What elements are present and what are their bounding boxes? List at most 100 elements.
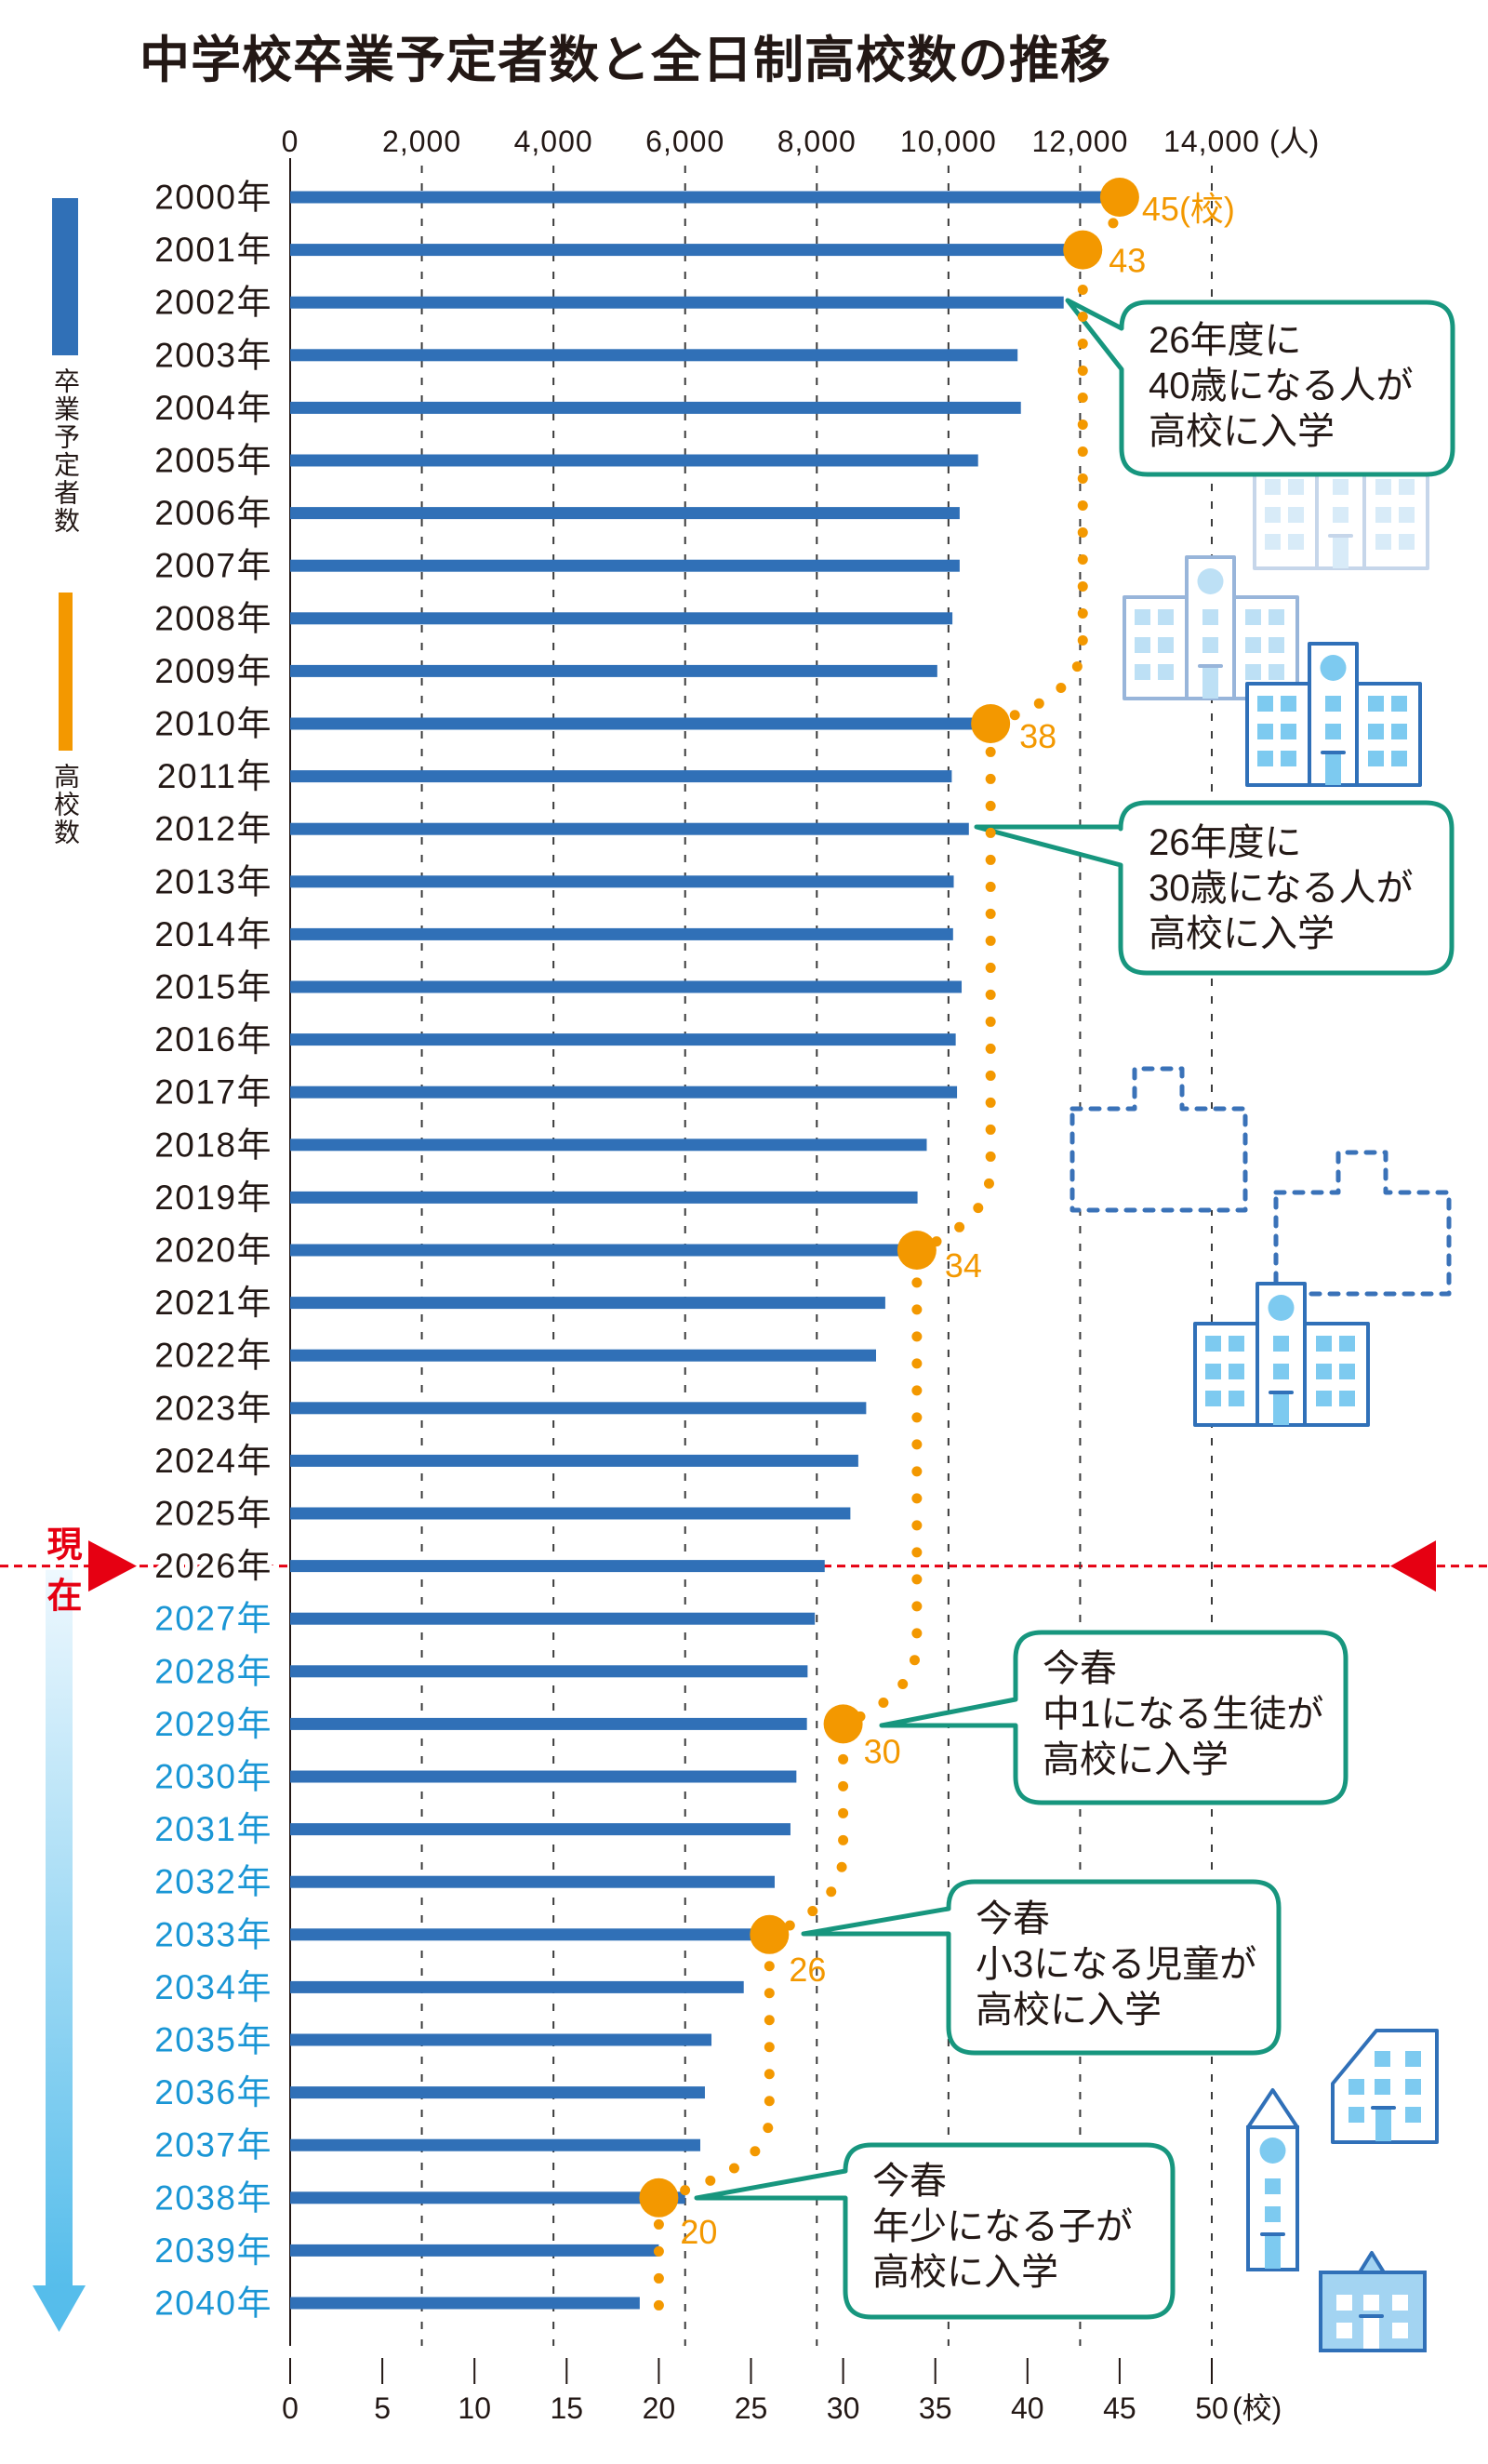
year-label: 2011年 <box>157 757 272 795</box>
graduates-bar <box>290 1402 867 1415</box>
building-window <box>1368 696 1384 712</box>
bottom-axis-tick-label: 10 <box>458 2391 491 2425</box>
future-arrow-head <box>33 2285 86 2332</box>
axes: 0 2,000 4,000 6,000 8,000 10,000 12,000 14,000 (… <box>282 125 1320 2425</box>
year-label: 2021年 <box>154 1284 272 1322</box>
school-count-label: 26 <box>789 1950 826 1988</box>
school-building-icon <box>1193 1282 1370 1427</box>
bottom-axis-tick-label: 25 <box>735 2391 768 2425</box>
school-building-icon <box>1123 555 1299 700</box>
school-count-label: 45(校) <box>1142 190 1235 228</box>
school-count-marker <box>639 2178 679 2218</box>
current-arrow-right-icon <box>1390 1540 1436 1592</box>
callout-box-junior-high-1 <box>879 1630 1348 1805</box>
building-window <box>1391 724 1407 739</box>
bottom-axis-tick-label: 35 <box>919 2391 952 2425</box>
building-door <box>1333 536 1348 568</box>
graduates-bar <box>290 454 978 467</box>
building-door <box>1273 1392 1289 1425</box>
year-label: 2014年 <box>154 915 272 953</box>
top-axis-tick-label: 2,000 <box>382 125 461 158</box>
chart-title: 中学校卒業予定者数と全日制高校数の推移 <box>140 33 1111 88</box>
year-label: 2020年 <box>154 1232 272 1270</box>
building-window <box>1245 637 1261 653</box>
callout-box-40-years <box>1065 298 1455 477</box>
year-label: 2015年 <box>154 968 272 1006</box>
office-window <box>1405 2051 1421 2067</box>
school-count-dotted-line <box>653 192 1125 2327</box>
graduates-bar <box>290 927 953 940</box>
year-label: 2039年 <box>154 2231 272 2270</box>
year-label: 2019年 <box>154 1179 272 1217</box>
school-count-value: 20 <box>680 2212 717 2250</box>
graduates-bar <box>290 1349 876 1362</box>
callout-line: 26年度に <box>1149 320 1302 361</box>
building-window <box>1245 609 1261 625</box>
graduates-bar <box>290 875 954 888</box>
callout-line: 30歳になる人が <box>1149 868 1414 909</box>
year-label: 2035年 <box>154 2021 272 2059</box>
school-count-unit: (校) <box>1179 190 1235 228</box>
graduates-bar <box>290 296 1064 309</box>
building-window <box>1265 479 1281 495</box>
tower-window <box>1265 2206 1281 2222</box>
building-window <box>1205 1364 1221 1379</box>
year-label: 2029年 <box>154 1705 272 1743</box>
building-window <box>1265 507 1281 523</box>
future-arrow-shaft <box>46 1569 73 2286</box>
school-count-value: 38 <box>1019 717 1056 755</box>
graduates-bar <box>290 2086 705 2099</box>
year-label: 2007年 <box>154 547 272 585</box>
year-label: 2018年 <box>154 1125 272 1164</box>
top-axis-tick-label: 6,000 <box>645 125 724 158</box>
office-window <box>1405 2107 1421 2123</box>
building-window <box>1229 1391 1244 1406</box>
top-axis-tick-label: 12,000 <box>1031 125 1128 158</box>
year-label: 2038年 <box>154 2178 272 2217</box>
graduate-bars <box>290 191 1107 2310</box>
callout-shapes <box>694 298 1455 2320</box>
graduates-bar <box>290 349 1018 362</box>
year-label: 2030年 <box>154 1758 272 1796</box>
year-label: 2022年 <box>154 1337 272 1375</box>
building-window <box>1265 534 1281 550</box>
graduates-bar <box>290 559 960 572</box>
callout-elementary-3: 今春 小3になる児童が 高校に入学 <box>976 1897 1256 2033</box>
graduates-bar <box>290 1454 858 1467</box>
top-axis-unit-label: (人) <box>1269 125 1319 158</box>
callout-line: 今春 <box>872 2161 947 2202</box>
building-window <box>1339 1336 1355 1352</box>
building-window <box>1288 479 1304 495</box>
building-window <box>1399 507 1415 523</box>
top-axis-tick-label: 4,000 <box>514 125 593 158</box>
building-window <box>1269 609 1284 625</box>
year-label: 2026年 <box>154 1547 272 1585</box>
building-window <box>1325 724 1341 739</box>
year-label: 2036年 <box>154 2073 272 2111</box>
building-window <box>1245 664 1261 680</box>
closed-school-icon <box>1273 1150 1452 1297</box>
office-window <box>1375 2079 1390 2095</box>
graduates-bar <box>290 717 982 730</box>
small-school-roof <box>1358 2251 1386 2274</box>
building-window <box>1288 534 1304 550</box>
callout-line: 年少になる子が <box>872 2206 1133 2247</box>
building-window <box>1316 1364 1332 1379</box>
building-window <box>1273 1336 1289 1352</box>
tower-door <box>1265 2234 1281 2269</box>
bottom-axis-tick-label: 50 <box>1195 2391 1229 2425</box>
top-axis-tick-label: 0 <box>282 125 299 158</box>
school-count-label: 34 <box>945 1246 982 1285</box>
graduates-bar <box>290 1560 825 1573</box>
building-window <box>1205 1336 1221 1352</box>
closed-school-outline <box>1070 1066 1248 1213</box>
bottom-axis-unit-label: (校) <box>1232 2391 1282 2425</box>
year-label: 2003年 <box>154 336 272 374</box>
legend-label-graduates: 卒業予定者数 <box>51 367 80 535</box>
office-window <box>1348 2107 1364 2123</box>
callout-line: 26年度に <box>1149 822 1302 863</box>
building-window <box>1399 479 1415 495</box>
school-count-label: 38 <box>1019 717 1056 755</box>
